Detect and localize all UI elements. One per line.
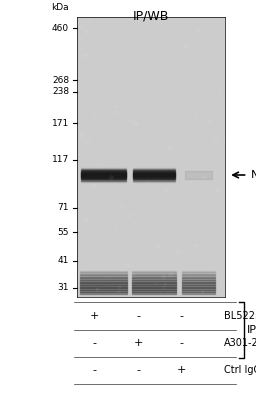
Text: BL5225: BL5225 xyxy=(224,311,256,321)
Text: 238: 238 xyxy=(52,87,69,96)
Text: -: - xyxy=(93,338,97,348)
Text: kDa: kDa xyxy=(51,3,69,12)
Text: -: - xyxy=(93,366,97,375)
Text: +: + xyxy=(177,366,186,375)
Text: +: + xyxy=(134,338,143,348)
Text: 31: 31 xyxy=(58,283,69,292)
Text: IP/WB: IP/WB xyxy=(133,9,169,22)
Text: 55: 55 xyxy=(58,228,69,237)
Text: 268: 268 xyxy=(52,76,69,85)
Text: -: - xyxy=(136,311,140,321)
Text: 460: 460 xyxy=(52,24,69,33)
Text: -: - xyxy=(180,338,184,348)
Text: NBS1: NBS1 xyxy=(251,170,256,180)
Text: -: - xyxy=(180,311,184,321)
Text: -: - xyxy=(136,366,140,375)
Text: 71: 71 xyxy=(58,204,69,212)
Text: IP: IP xyxy=(247,325,256,335)
Text: +: + xyxy=(90,311,99,321)
Text: 117: 117 xyxy=(52,155,69,164)
Text: 171: 171 xyxy=(52,119,69,128)
Text: Ctrl IgG: Ctrl IgG xyxy=(224,366,256,375)
Text: A301-284A: A301-284A xyxy=(224,338,256,348)
Text: 41: 41 xyxy=(58,256,69,265)
